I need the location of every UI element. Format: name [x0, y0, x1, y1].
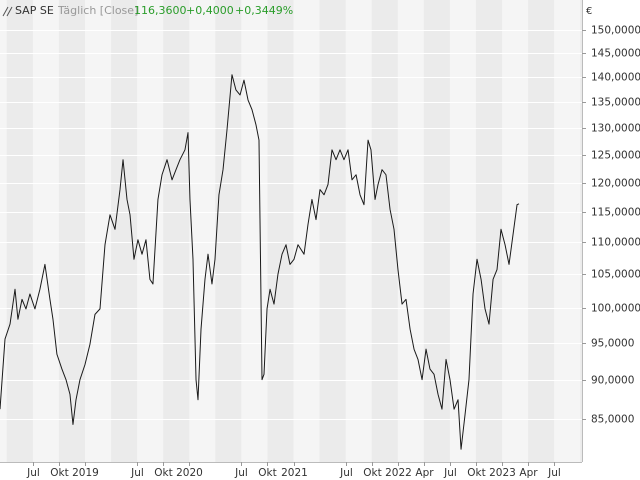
time-band [580, 0, 582, 462]
time-band [423, 0, 450, 462]
y-tick-label: 115,0000 [591, 207, 640, 219]
x-tick-label: Okt [258, 467, 276, 479]
time-band [528, 0, 555, 462]
x-tick-label: Jul [234, 467, 248, 479]
time-band [319, 0, 346, 462]
y-tick-label: 100,0000 [591, 303, 640, 315]
x-tick-label: Okt [363, 467, 381, 479]
x-tick-label: Okt [467, 467, 485, 479]
last-price: 116,3600 [134, 4, 187, 17]
chart-title: SAP SE [15, 4, 54, 17]
price-line [0, 74, 520, 450]
x-tick-label: Jul [547, 467, 561, 479]
x-tick-label: Jul [26, 467, 40, 479]
y-tick-label: 140,0000 [591, 72, 640, 84]
x-tick-label: Apr [519, 467, 538, 479]
x-tick-label: Okt [154, 467, 172, 479]
y-tick-label: 110,0000 [591, 237, 640, 249]
x-tick-label: 2019 [72, 467, 99, 479]
chart-icon [2, 6, 13, 17]
y-tick-label: 145,0000 [591, 48, 640, 60]
x-tick-label: 2020 [176, 467, 203, 479]
x-tick-label: 2023 [489, 467, 516, 479]
chart-subtitle: Täglich [Close] [57, 4, 138, 17]
x-tick-label: Okt [50, 467, 68, 479]
x-tick-label: 2022 [385, 467, 412, 479]
time-band [267, 0, 294, 462]
time-band [215, 0, 242, 462]
y-tick-label: 130,0000 [591, 123, 640, 135]
time-band [163, 0, 190, 462]
time-band [475, 0, 503, 462]
x-tick-label: 2021 [281, 467, 308, 479]
y-unit: € [586, 6, 592, 17]
time-band [6, 0, 33, 462]
y-tick-label: 125,0000 [591, 150, 640, 162]
change: +0,4000 [186, 4, 234, 17]
y-tick-label: 90,0000 [591, 375, 634, 387]
time-band [111, 0, 138, 462]
x-tick-label: Jul [443, 467, 457, 479]
y-tick-label: 150,0000 [591, 25, 640, 37]
x-tick-label: Jul [339, 467, 353, 479]
change-percent: +0,3449% [235, 4, 293, 17]
x-tick-label: Jul [130, 467, 144, 479]
x-tick-label: Apr [415, 467, 434, 479]
y-tick-label: 85,0000 [591, 414, 634, 426]
y-tick-label: 105,0000 [591, 269, 640, 281]
y-tick-label: 135,0000 [591, 97, 640, 109]
y-tick-label: 95,0000 [591, 338, 634, 350]
y-tick-label: 120,0000 [591, 178, 640, 190]
time-band [58, 0, 85, 462]
